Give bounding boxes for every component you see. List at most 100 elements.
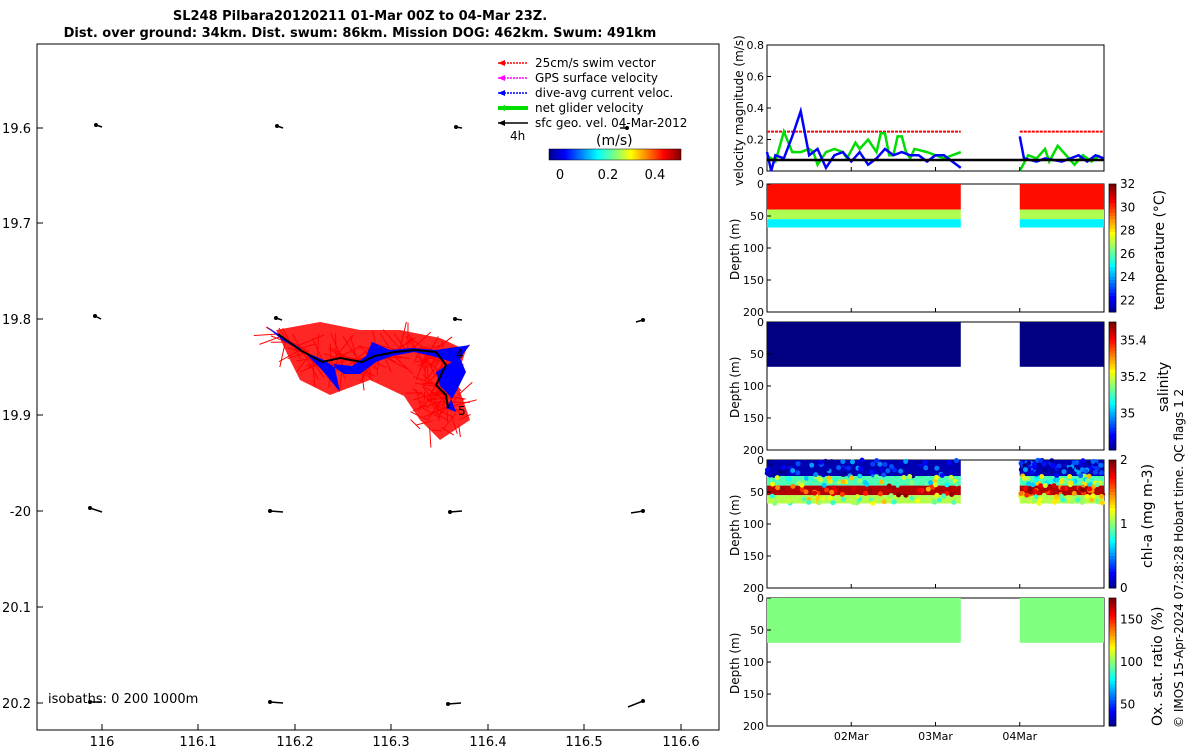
chla-sample: [769, 493, 775, 499]
chla-sample: [787, 461, 792, 467]
colorbar-segment: [1109, 395, 1116, 400]
colorbar-segment: [1109, 280, 1116, 284]
chla-sample: [941, 493, 946, 499]
colorbar-segment: [1109, 482, 1116, 487]
chla-sample: [934, 474, 939, 480]
colorbar-segment: [1109, 408, 1116, 413]
colorbar-segment: [1109, 232, 1116, 236]
velocity-y-tick-label: 0: [757, 165, 764, 178]
depth-y-tick-label: 100: [743, 656, 764, 669]
oxsat-ylabel: Depth (m): [728, 632, 742, 694]
colorbar-tick-label: 22: [1120, 293, 1135, 307]
velocity-ylabel: velocity magnitude (m/s): [732, 35, 746, 186]
chla-sample: [954, 481, 960, 487]
depth-y-tick-label: 0: [757, 454, 764, 467]
colorbar-segment: [1109, 305, 1116, 310]
geo-velocity-arrow-head: [88, 506, 92, 510]
chla-sample: [849, 475, 855, 481]
legend-label: 25cm/s swim vector: [535, 56, 656, 70]
chla-sample: [907, 474, 913, 479]
chla-sample: [1054, 473, 1060, 479]
colorbar-tick-label: 35.2: [1120, 370, 1147, 384]
chla-sample: [874, 474, 879, 480]
chla-sample: [851, 485, 857, 491]
colorbar-segment: [1109, 292, 1116, 297]
chla-sample: [1050, 463, 1056, 468]
colorbar-segment: [1109, 190, 1116, 195]
colorbar-segment: [1109, 549, 1116, 554]
chla-sample: [1042, 483, 1048, 488]
colorbar-segment: [1109, 302, 1116, 307]
colorbar-segment: [1109, 678, 1116, 682]
chla-sample: [949, 492, 955, 497]
map-y-tick-label: 19.8: [2, 313, 31, 328]
chla-sample: [775, 485, 781, 491]
chla-sample: [857, 466, 863, 472]
chla-sample: [828, 495, 833, 501]
colorbar-segment: [1109, 402, 1116, 406]
colorbar-segment: [1109, 485, 1116, 490]
chla-sample: [1099, 493, 1105, 499]
velocity-axes: [766, 44, 1105, 172]
chla-sample: [1018, 491, 1024, 496]
geo-velocity-arrow: [449, 510, 463, 513]
chla-sample: [818, 459, 824, 465]
colorbar-segment: [1109, 360, 1116, 365]
chla-sample: [769, 497, 775, 503]
depth-y-tick-label: 150: [743, 274, 764, 287]
geo-velocity-arrow: [269, 701, 284, 704]
chla-sample: [1030, 482, 1036, 488]
depth-layer-cell: [767, 219, 961, 228]
colorbar-tick-label: 100: [1120, 655, 1143, 669]
time-x-tick-label: 04Mar: [1002, 730, 1037, 743]
chla-sample: [874, 458, 880, 464]
chla-sample: [917, 459, 923, 465]
colorbar-segment: [1109, 308, 1116, 313]
chla-sample: [824, 487, 830, 493]
colorbar-tick-label: 35: [1120, 406, 1135, 420]
colorbar-segment: [1109, 460, 1116, 464]
swim-vector: [429, 427, 432, 448]
legend-label: GPS surface velocity: [535, 71, 658, 85]
colorbar-segment: [1109, 193, 1116, 198]
chla-sample: [1099, 500, 1105, 506]
colorbar-segment: [1109, 540, 1116, 544]
velocity-y-tick-label: 0.6: [747, 71, 765, 84]
colorbar-segment: [1109, 370, 1116, 374]
colorbar-segment: [1109, 206, 1116, 211]
geo-velocity-arrow-head: [94, 123, 98, 127]
colorbar-segment: [1109, 642, 1116, 647]
geo-velocity-arrow: [269, 510, 284, 513]
colorbar-segment: [1109, 716, 1116, 721]
footer-credit: © IMOS 15-Apr-2024 07:28:28 Hobart time.…: [1172, 388, 1186, 728]
depth-y-tick-label: 100: [743, 518, 764, 531]
chla-sample: [1037, 496, 1043, 502]
chla-sample: [867, 488, 873, 494]
colorbar-segment: [1109, 722, 1116, 727]
depth-y-tick-label: 50: [750, 210, 764, 223]
swim-vector: [253, 333, 279, 336]
chla-sample: [1079, 499, 1085, 505]
colorbar-segment: [1109, 273, 1116, 278]
map-y-tick-label: 19.7: [2, 217, 31, 232]
colorbar-segment: [1109, 703, 1116, 708]
colorbar-segment: [1109, 552, 1116, 557]
colorbar-segment: [1109, 411, 1116, 416]
chla-sample: [1022, 463, 1028, 469]
chla-sample: [891, 499, 897, 505]
colorbar-segment: [1109, 424, 1116, 429]
colorbar-segment: [1109, 706, 1116, 711]
colorbar-segment: [1109, 235, 1116, 239]
time-x-tick-label: 03Mar: [918, 730, 953, 743]
legend-label: sfc geo. vel. 04-Mar-2012: [535, 116, 687, 130]
geo-velocity-arrow-head: [448, 510, 452, 514]
title-line-1: SL248 Pilbara20120211 01-Mar 00Z to 04-M…: [172, 9, 548, 24]
depth-layer-cell: [1019, 322, 1104, 367]
chla-sample: [831, 485, 837, 491]
chla-sample: [1049, 458, 1055, 464]
colorbar-segment: [1109, 325, 1116, 329]
chla-sample: [806, 499, 812, 505]
chla-sample: [823, 458, 829, 464]
depth-y-tick-label: 200: [743, 582, 764, 595]
